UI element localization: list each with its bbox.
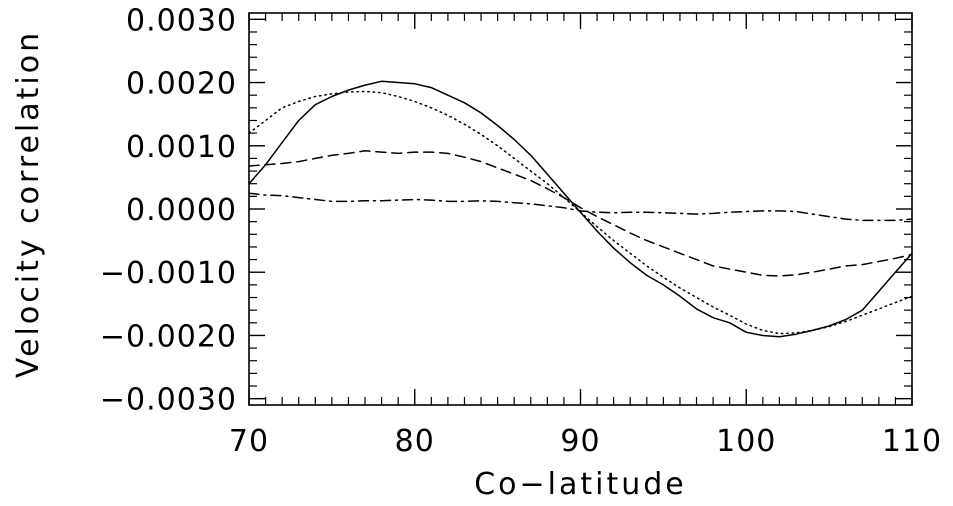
plot-frame — [248, 12, 913, 406]
x-tick-label: 80 — [395, 424, 435, 459]
series-line-dashed — [248, 150, 913, 277]
y-tick-label: −0.0010 — [100, 256, 237, 291]
y-tick-label: −0.0020 — [100, 319, 237, 354]
y-tick-label: 0.0000 — [126, 193, 237, 228]
series-line-solid — [248, 80, 913, 338]
series-layer — [248, 80, 913, 338]
x-tick-label: 90 — [560, 424, 600, 459]
series-line-dotted — [248, 90, 913, 335]
x-tick-label: 70 — [229, 424, 269, 459]
y-tick-label: 0.0010 — [126, 130, 237, 165]
y-axis-title: Velocity correlation — [11, 30, 46, 378]
y-tick-labels: 0.0030 0.0020 0.0010 0.0000 −0.0010 −0.0020 −0… — [100, 3, 237, 418]
minor-ticks — [249, 13, 912, 405]
x-tick-label: 100 — [716, 424, 776, 459]
x-tick-label: 110 — [882, 424, 942, 459]
y-tick-label: 0.0030 — [126, 3, 237, 38]
series-line-dash-dot — [248, 192, 913, 222]
major-ticks — [248, 13, 913, 405]
x-axis-title: Co−latitude — [474, 467, 687, 502]
x-tick-labels: 70 80 90 100 110 — [229, 424, 942, 459]
y-tick-label: 0.0020 — [126, 67, 237, 102]
y-tick-label: −0.0030 — [100, 383, 237, 418]
